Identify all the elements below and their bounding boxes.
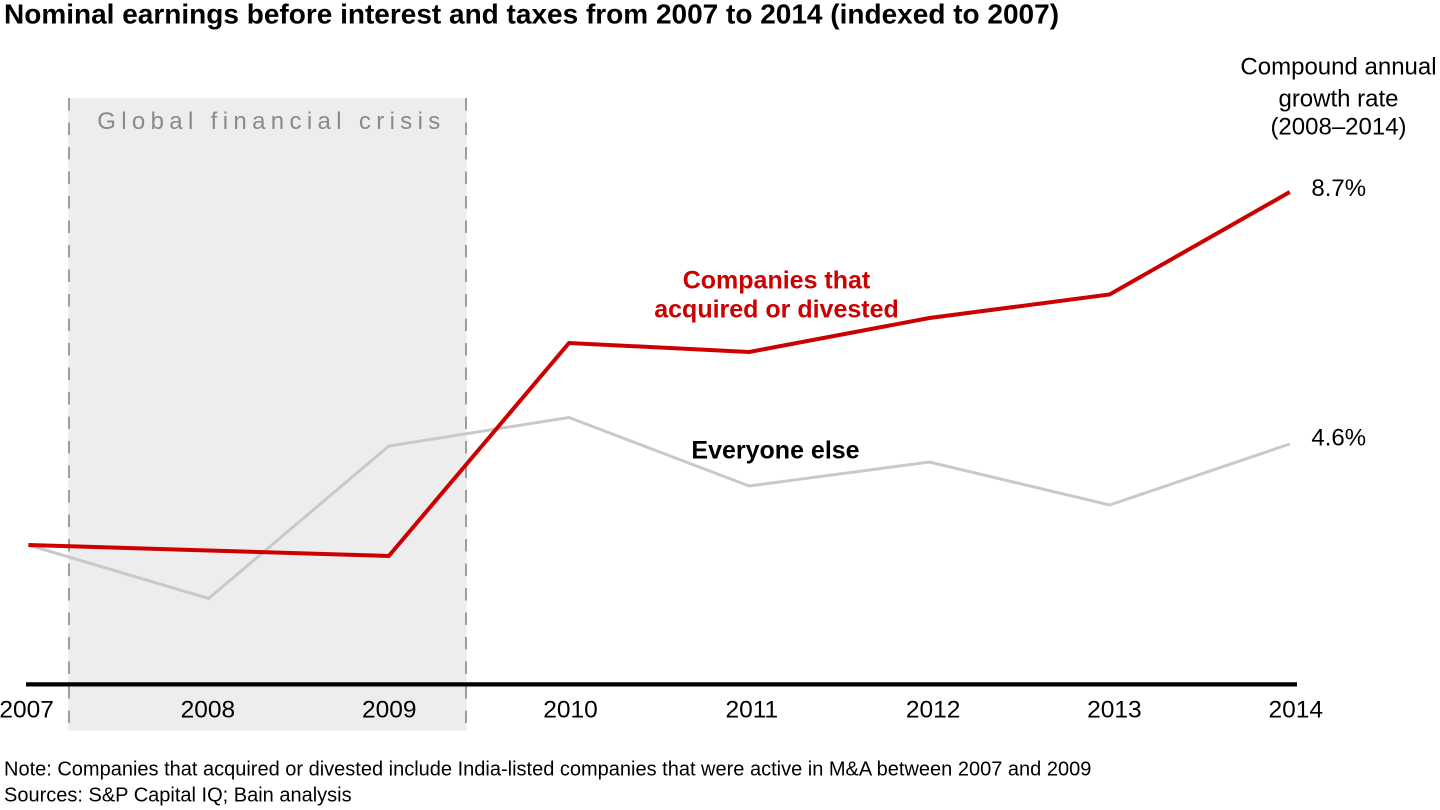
svg-text:growth rate: growth rate — [1278, 86, 1398, 113]
svg-text:2007: 2007 — [0, 696, 54, 723]
svg-text:Compound annual: Compound annual — [1240, 54, 1436, 81]
svg-text:2011: 2011 — [725, 696, 778, 723]
svg-text:2013: 2013 — [1087, 696, 1142, 723]
svg-text:Global financial crisis: Global financial crisis — [97, 108, 445, 135]
svg-text:Nominal earnings before intere: Nominal earnings before interest and tax… — [4, 0, 1059, 30]
svg-text:Everyone else: Everyone else — [691, 436, 859, 464]
svg-text:Companies that: Companies that — [683, 266, 871, 294]
svg-text:2014: 2014 — [1268, 696, 1323, 723]
svg-text:4.6%: 4.6% — [1311, 425, 1366, 452]
svg-text:2008: 2008 — [181, 696, 236, 723]
svg-text:acquired or divested: acquired or divested — [654, 296, 899, 324]
svg-text:(2008–2014): (2008–2014) — [1270, 113, 1406, 140]
svg-text:8.7%: 8.7% — [1311, 175, 1366, 202]
svg-text:2012: 2012 — [906, 696, 961, 723]
svg-text:Note: Companies that acquired: Note: Companies that acquired or diveste… — [4, 759, 1091, 781]
svg-text:2009: 2009 — [362, 696, 417, 723]
svg-text:Sources: S&P Capital IQ; Bain: Sources: S&P Capital IQ; Bain analysis — [4, 785, 352, 807]
svg-text:2010: 2010 — [543, 696, 598, 723]
